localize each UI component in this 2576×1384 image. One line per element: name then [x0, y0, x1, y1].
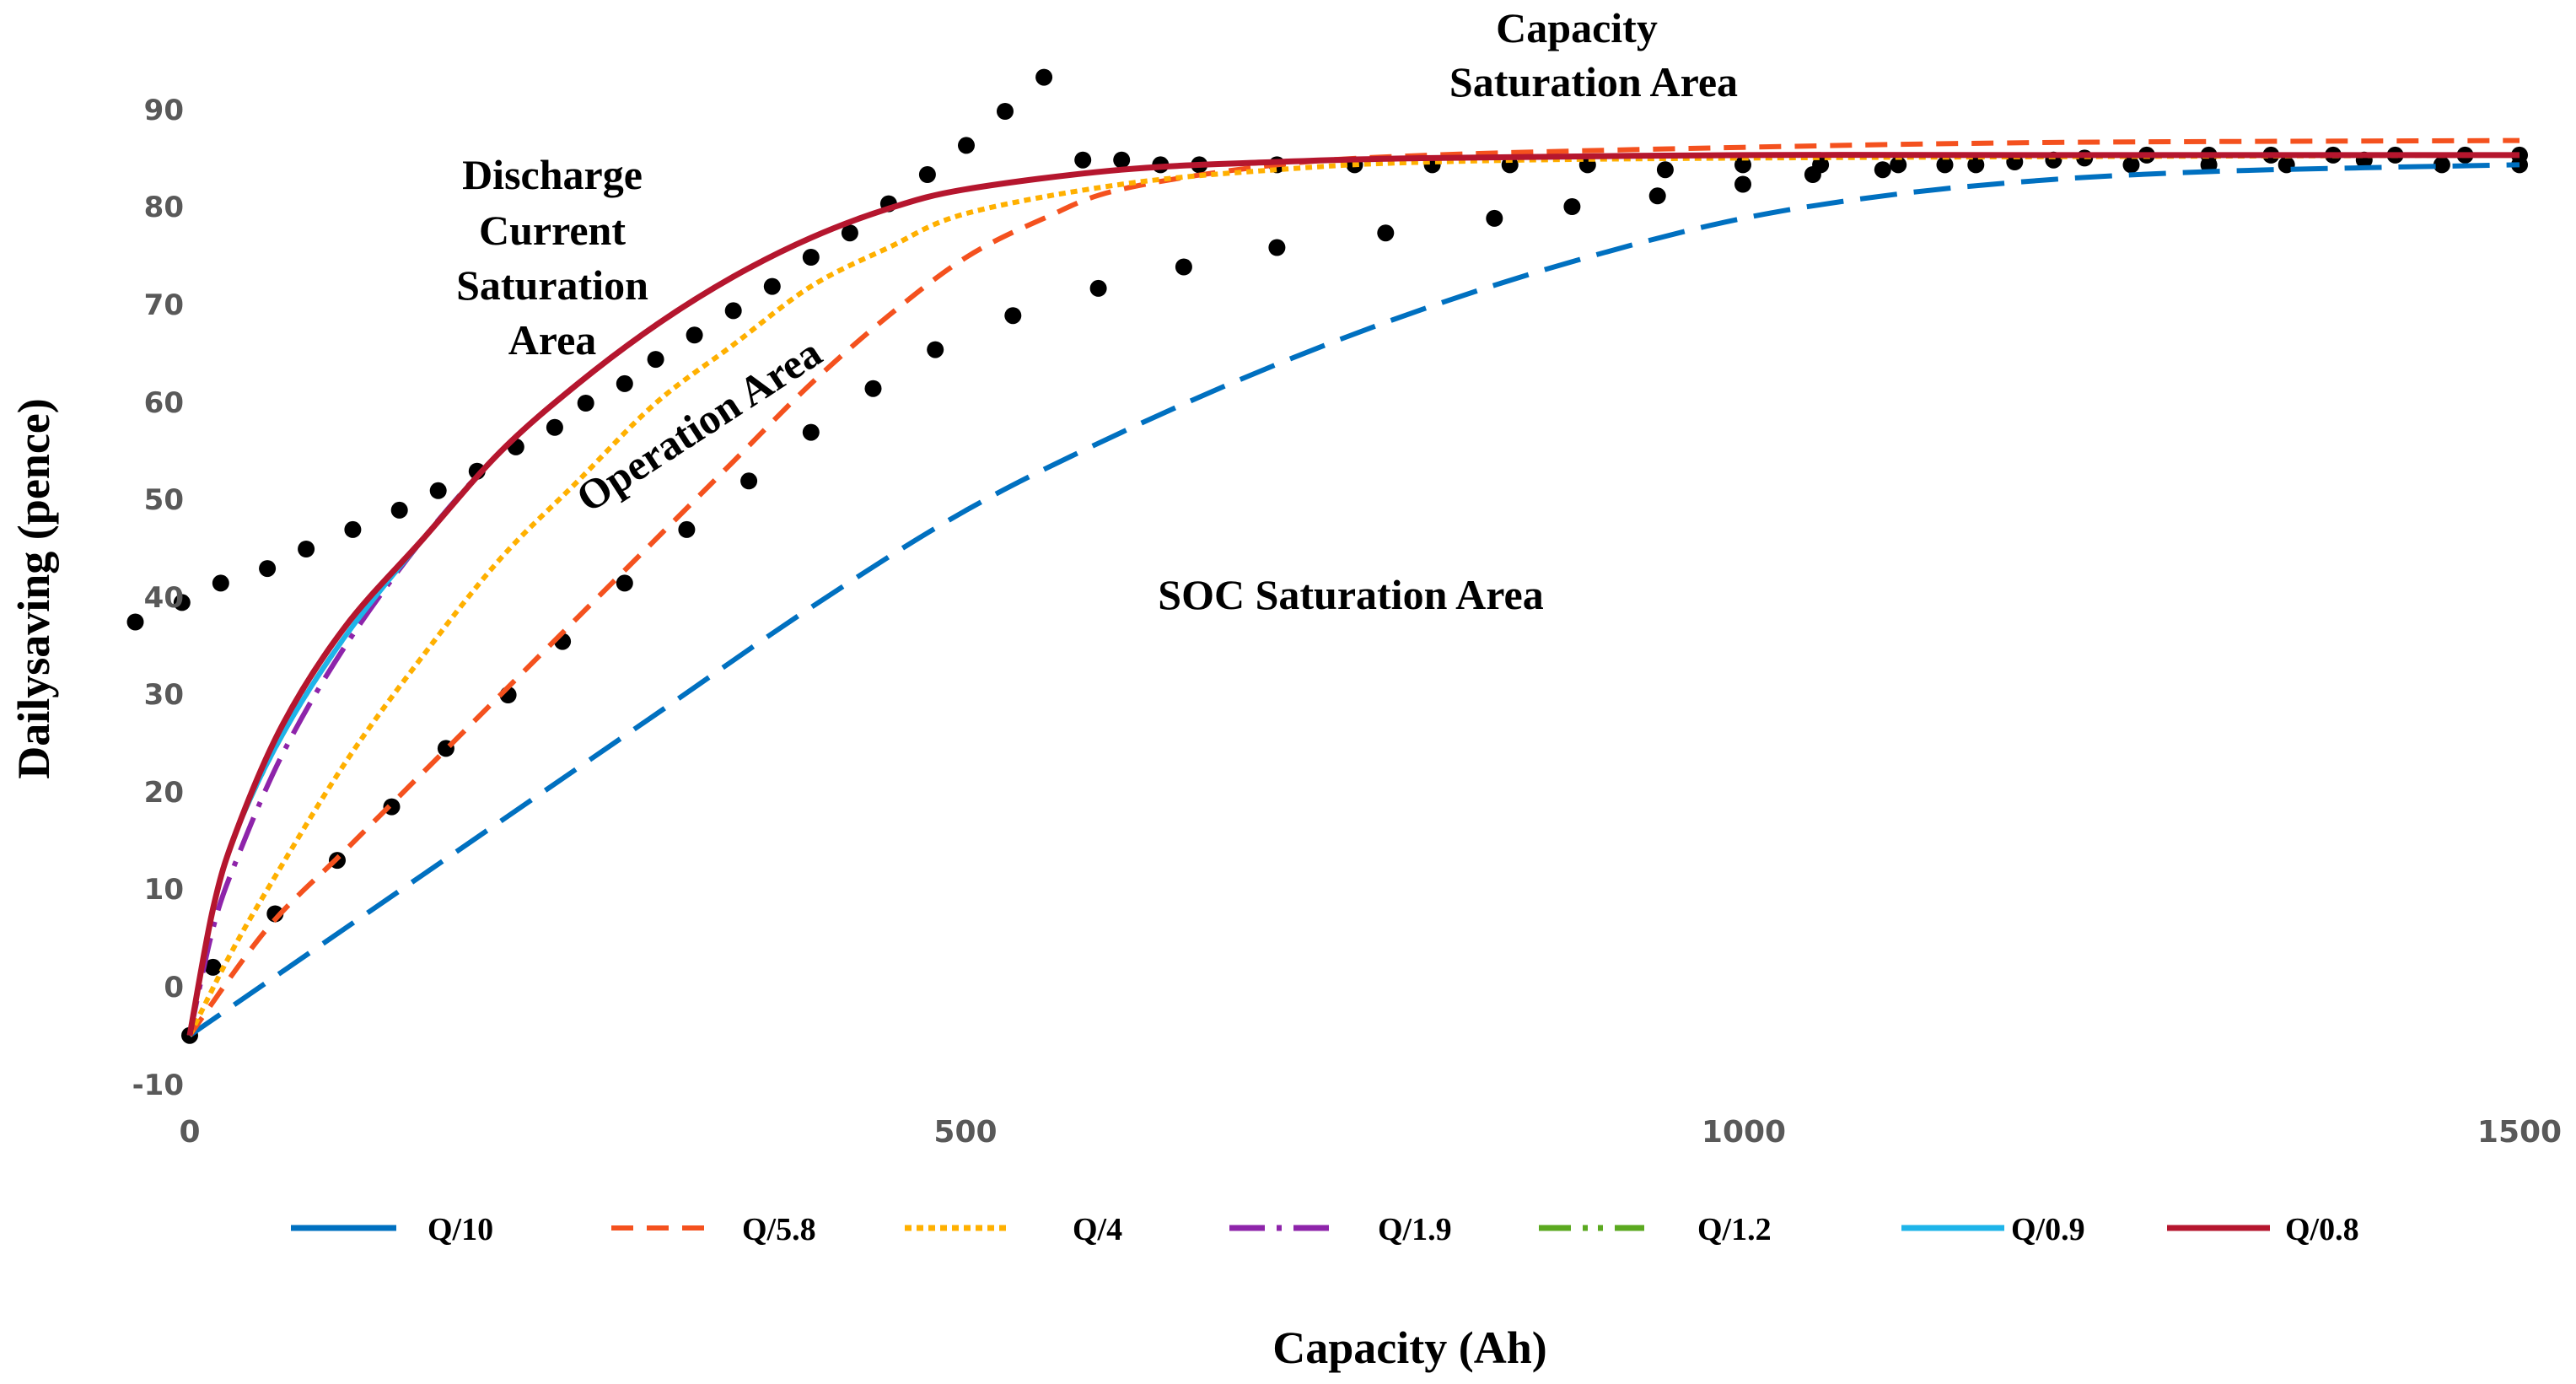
discharge-current-boundary-point [1967, 156, 1985, 174]
discharge-current-boundary-point [2433, 156, 2450, 174]
soc-boundary-point [1734, 175, 1751, 193]
discharge-current-boundary-point [259, 560, 277, 578]
y-tick-label: 60 [144, 386, 184, 420]
legend-label-q1-9: Q/1.9 [1378, 1212, 1452, 1247]
soc-boundary-point [616, 574, 633, 592]
annotation-discharge-line4: Area [508, 316, 597, 364]
discharge-current-boundary-point [546, 418, 563, 436]
x-axis-title: Capacity (Ah) [1272, 1322, 1546, 1373]
legend-label-q10: Q/10 [428, 1212, 493, 1247]
annotation-capacity-line1: Capacity [1496, 4, 1658, 51]
discharge-current-boundary-point [616, 374, 633, 392]
discharge-current-boundary-point [2122, 156, 2140, 174]
soc-boundary-point [740, 472, 758, 490]
x-tick-label: 1000 [1702, 1115, 1786, 1150]
series-line-q-0-8 [186, 152, 2520, 1037]
x-tick-label: 500 [933, 1115, 997, 1150]
discharge-current-boundary-point [344, 520, 362, 538]
y-tick-label: 10 [144, 873, 184, 907]
x-axis: 0 500 1000 1500 [179, 1115, 2562, 1150]
legend-label-q1-2: Q/1.2 [1697, 1212, 1772, 1247]
annotation-discharge-line3: Saturation [456, 261, 648, 309]
soc-boundary-point [864, 380, 882, 397]
y-tick-label: 90 [144, 94, 184, 127]
soc-boundary-point [204, 958, 222, 976]
y-tick-label: 0 [164, 971, 184, 1004]
soc-boundary-point [1563, 198, 1581, 215]
y-tick-label: 50 [144, 483, 184, 517]
y-tick-label: 70 [144, 288, 184, 322]
soc-boundary-point [802, 423, 820, 441]
discharge-current-boundary-point [686, 326, 703, 344]
y-axis-title: Dailysaving (pence) [8, 398, 59, 779]
discharge-current-boundary-point [1890, 156, 1907, 174]
y-tick-label: 40 [144, 581, 184, 615]
soc-boundary-point [1804, 166, 1821, 183]
discharge-current-boundary-point [918, 166, 936, 183]
y-tick-label: 30 [144, 678, 184, 712]
legend-label-q0-8: Q/0.8 [2285, 1212, 2359, 1247]
discharge-current-boundary-point [1035, 68, 1053, 86]
y-tick-label: 80 [144, 191, 184, 224]
y-tick-label: 20 [144, 776, 184, 810]
x-tick-label: 1500 [2477, 1115, 2562, 1150]
legend-label-q5-8: Q/5.8 [742, 1212, 816, 1247]
soc-boundary-point [678, 520, 696, 538]
annotation-soc: SOC Saturation Area [1158, 571, 1543, 618]
discharge-current-boundary-point [958, 137, 975, 154]
annotations: Capacity Saturation Area Discharge Curre… [456, 4, 1738, 618]
discharge-current-boundary-point [390, 501, 408, 519]
discharge-current-boundary-point [298, 541, 315, 557]
soc-boundary-point [1175, 258, 1192, 276]
discharge-current-boundary-point [841, 224, 858, 242]
annotation-discharge-line1: Discharge [462, 151, 643, 198]
annotation-capacity-line2: Saturation Area [1449, 58, 1738, 105]
soc-boundary-point [1377, 224, 1395, 242]
series-line-q-5-8 [187, 137, 2520, 1037]
series-line-q-10 [188, 162, 2520, 1038]
discharge-current-boundary-point [126, 613, 144, 631]
soc-boundary-point [1268, 239, 1286, 256]
discharge-current-boundary-point [1656, 161, 1674, 179]
legend: Q/10 Q/5.8 Q/4 Q/1.9 Q/1.2 Q/0.9 Q/0.8 [291, 1212, 2359, 1247]
x-tick-label: 0 [179, 1115, 200, 1150]
discharge-current-boundary-point [724, 302, 742, 320]
soc-boundary-point [1648, 187, 1666, 205]
annotation-discharge-line2: Current [479, 207, 626, 254]
discharge-current-boundary-point [577, 395, 594, 412]
discharge-current-boundary-point [1074, 151, 1092, 169]
soc-boundary-point [927, 341, 944, 358]
series-line-q-4 [187, 152, 2520, 1037]
soc-boundary-point [1089, 279, 1107, 297]
discharge-current-boundary-point [763, 277, 781, 295]
series-lines [186, 137, 2520, 1038]
soc-boundary-point [1874, 161, 1891, 179]
discharge-current-boundary-point [212, 574, 229, 592]
y-axis: -10 0 10 20 30 40 50 60 70 80 90 [132, 94, 184, 1102]
soc-boundary-point [1004, 307, 1022, 325]
y-tick-label: -10 [132, 1069, 184, 1102]
discharge-current-boundary-point [429, 482, 447, 499]
legend-label-q4: Q/4 [1073, 1212, 1122, 1247]
discharge-current-boundary-point [173, 594, 191, 611]
discharge-current-boundary-point [997, 103, 1014, 120]
soc-boundary-point [1486, 209, 1503, 227]
discharge-current-boundary-point [1734, 156, 1751, 174]
discharge-current-boundary-point [802, 249, 820, 266]
discharge-current-boundary-point [647, 351, 664, 369]
legend-label-q0-9: Q/0.9 [2011, 1212, 2085, 1247]
soc-boundary-point [1936, 156, 1954, 174]
discharge-current-boundary-point [1113, 151, 1131, 169]
